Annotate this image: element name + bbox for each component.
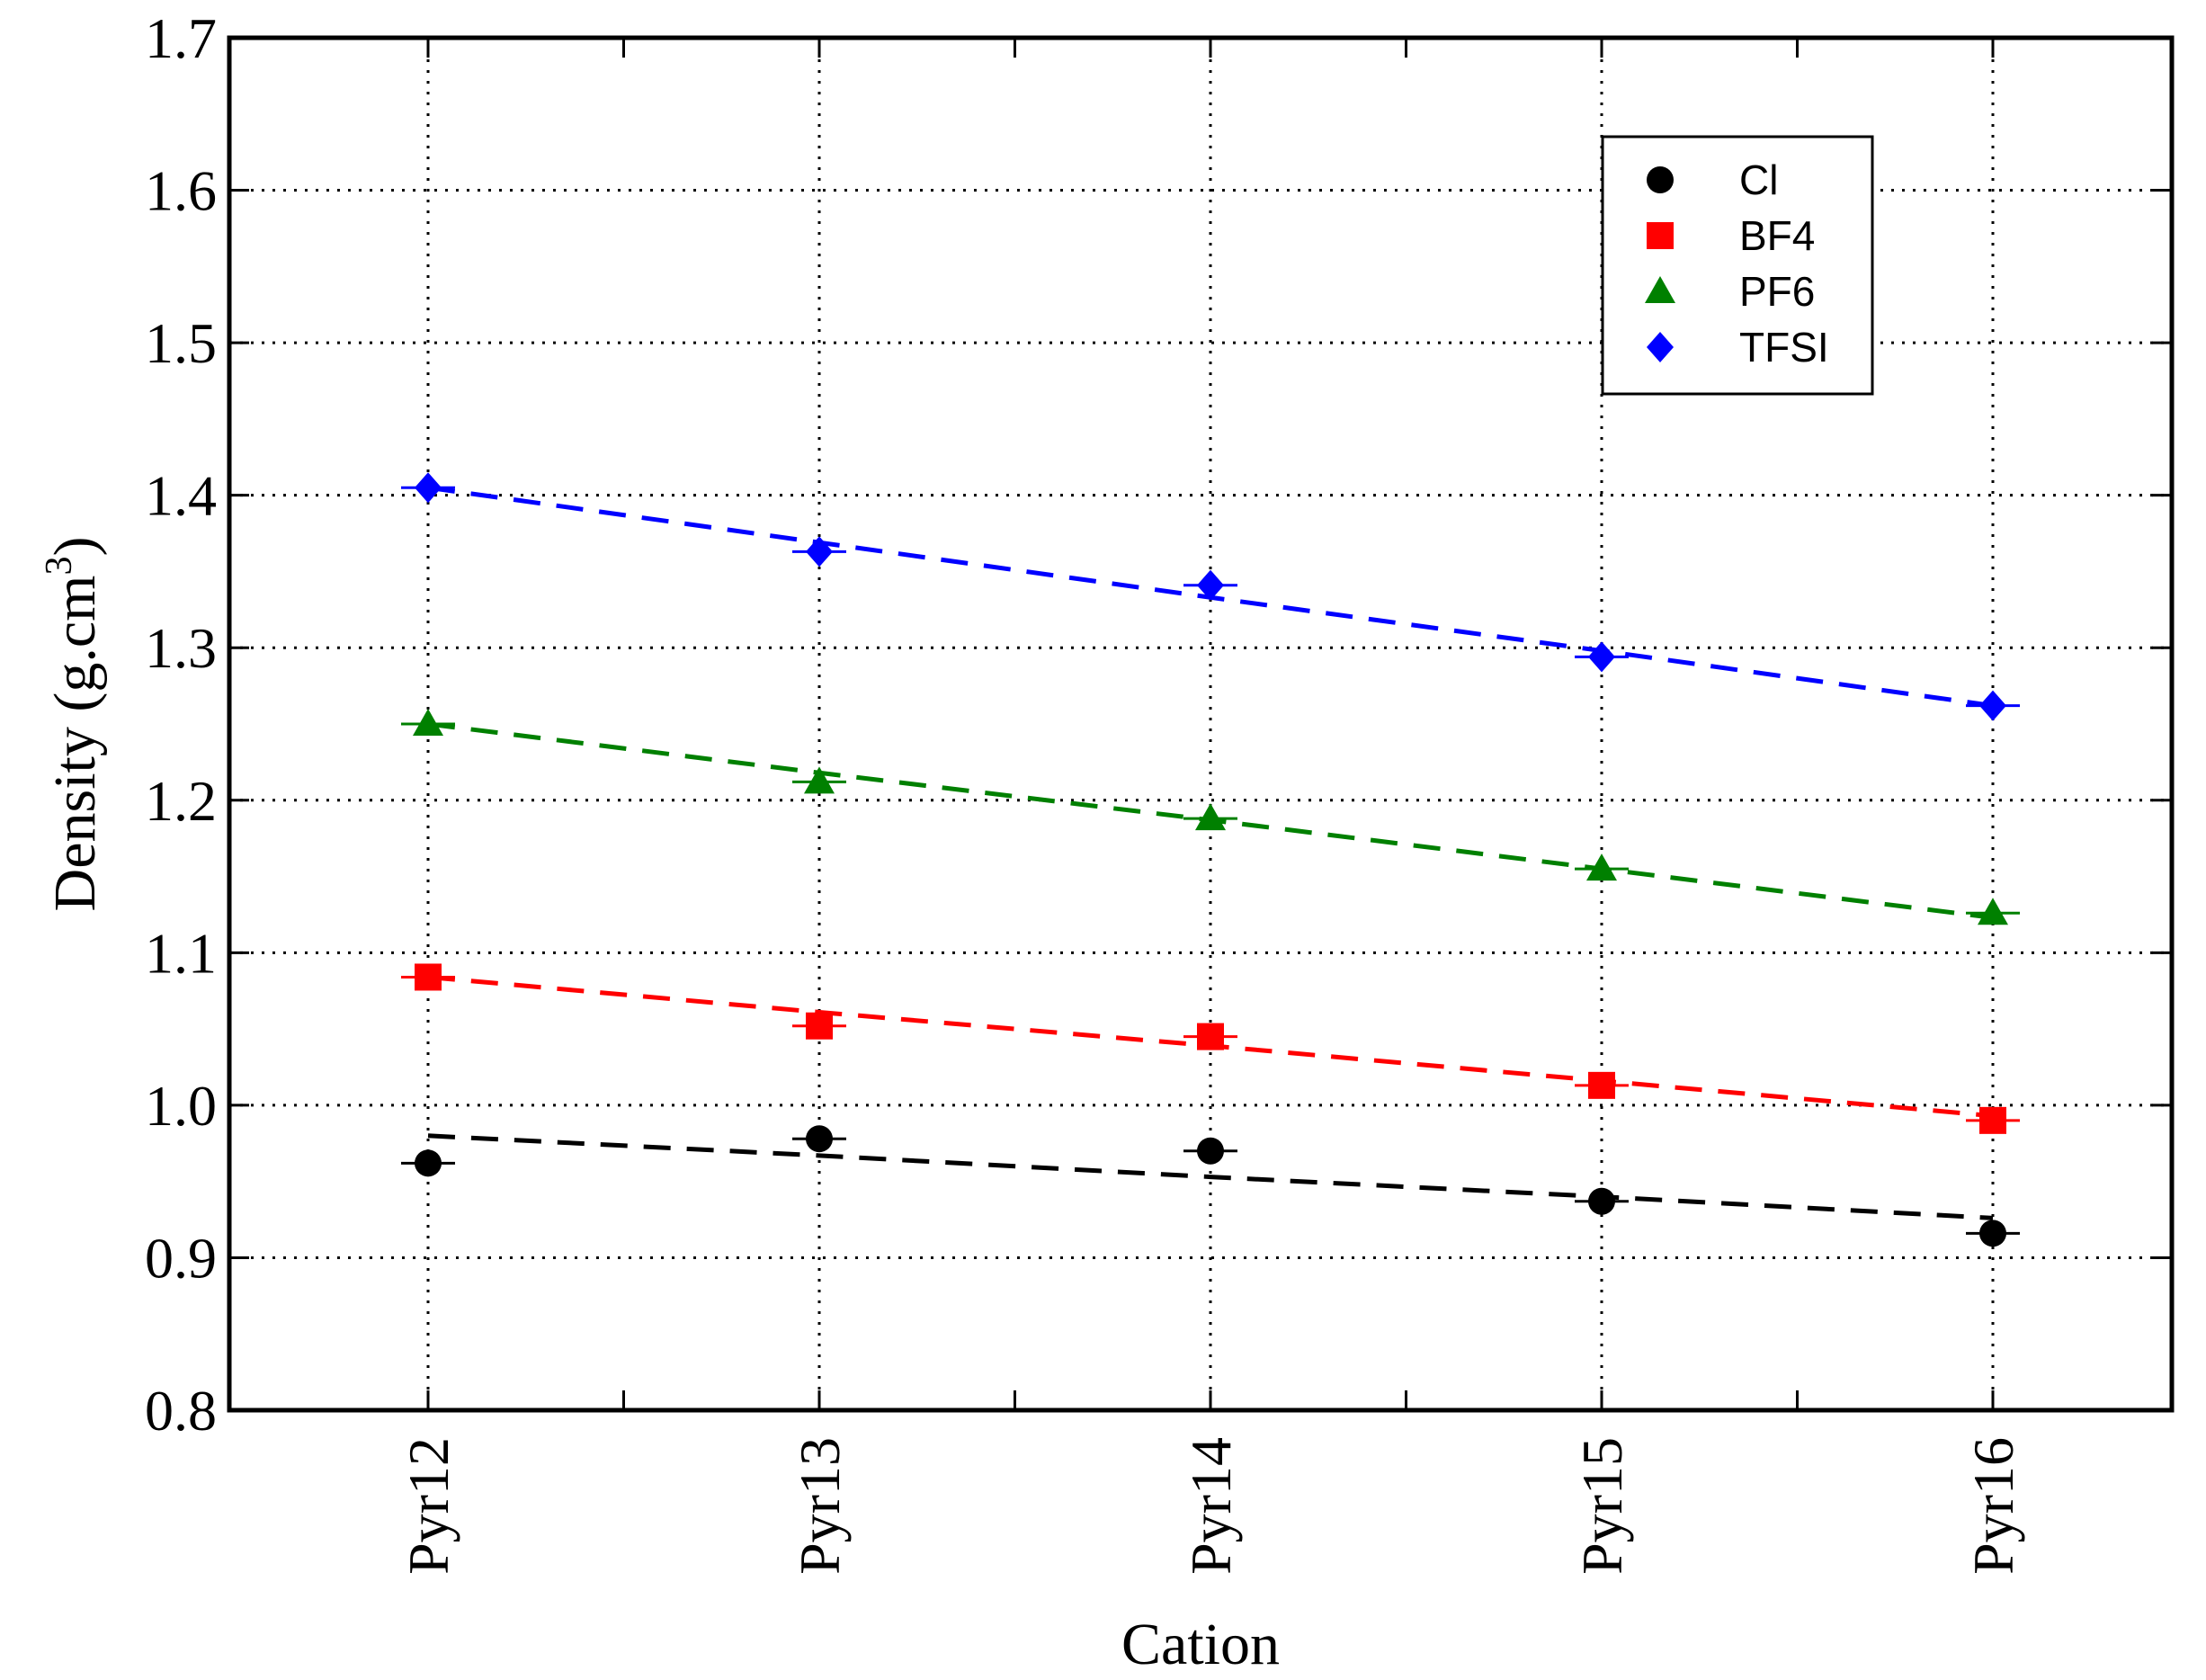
y-tick-label: 1.0 <box>145 1074 217 1138</box>
point-tfsi <box>806 536 833 567</box>
y-tick-label: 1.6 <box>145 159 217 223</box>
point-cl <box>806 1125 833 1153</box>
grid <box>229 38 2172 1410</box>
legend-marker-cl <box>1647 166 1674 193</box>
x-tick-label: Pyr12 <box>397 1437 460 1575</box>
point-bf4 <box>1588 1071 1615 1099</box>
x-tick-label: Pyr13 <box>788 1437 852 1575</box>
point-tfsi <box>415 472 442 504</box>
y-tick-label: 0.8 <box>145 1379 217 1443</box>
legend-marker-pf6 <box>1645 276 1675 303</box>
y-axis-title-close: ) <box>42 537 108 557</box>
x-axis-title: Cation <box>1121 1612 1280 1677</box>
legend-marker-bf4 <box>1647 222 1674 249</box>
y-axis-title-superscript: 3 <box>39 557 80 576</box>
point-cl <box>1197 1137 1224 1165</box>
y-tick-label: 1.4 <box>145 464 217 528</box>
point-cl <box>1588 1187 1615 1215</box>
x-tick-label: Pyr16 <box>1961 1437 2025 1575</box>
legend-box <box>1601 135 1874 396</box>
point-pf6 <box>804 766 835 794</box>
legend-label-bf4: BF4 <box>1739 212 1815 259</box>
x-tick-label: Pyr15 <box>1570 1437 1634 1575</box>
point-pf6 <box>1195 803 1226 831</box>
point-bf4 <box>415 963 442 991</box>
plot-frame <box>227 35 2175 1413</box>
point-cl <box>415 1149 442 1177</box>
point-pf6 <box>1586 853 1617 881</box>
y-tick-labels: 0.8 0.9 1.0 1.1 1.2 1.3 1.4 1.5 1.6 1.7 <box>145 6 217 1443</box>
y-tick-label: 0.9 <box>145 1226 217 1290</box>
point-tfsi <box>1197 569 1224 601</box>
x-tick-labels: Pyr12 Pyr13 Pyr14 Pyr15 Pyr16 <box>397 1437 2025 1575</box>
point-bf4 <box>1197 1023 1224 1050</box>
point-tfsi <box>1979 690 2006 721</box>
legend-label-cl: Cl <box>1739 156 1778 203</box>
x-tick-label: Pyr14 <box>1179 1437 1243 1575</box>
data-markers <box>401 472 2020 1247</box>
y-axis-title: Density (g.cm3) <box>39 537 108 912</box>
y-tick-label: 1.3 <box>145 616 217 680</box>
axis-ticks <box>229 36 2172 1412</box>
legend-label-pf6: PF6 <box>1739 268 1815 315</box>
legend-marker-tfsi <box>1647 332 1674 362</box>
point-bf4 <box>806 1012 833 1040</box>
y-tick-label: 1.2 <box>145 769 217 833</box>
point-pf6 <box>1978 898 2008 925</box>
point-pf6 <box>413 709 443 736</box>
y-tick-label: 1.1 <box>145 921 217 985</box>
y-tick-label: 1.5 <box>145 311 217 375</box>
point-cl <box>1979 1220 2006 1247</box>
point-bf4 <box>1979 1106 2006 1134</box>
point-tfsi <box>1588 641 1615 673</box>
y-tick-label: 1.7 <box>145 6 217 70</box>
fit-line-cl <box>427 1133 1994 1220</box>
legend-label-tfsi: TFSI <box>1739 324 1829 371</box>
legend: Cl BF4 PF6 TFSI <box>1601 135 1874 396</box>
y-axis-title-main: Density (g.cm <box>42 576 108 912</box>
